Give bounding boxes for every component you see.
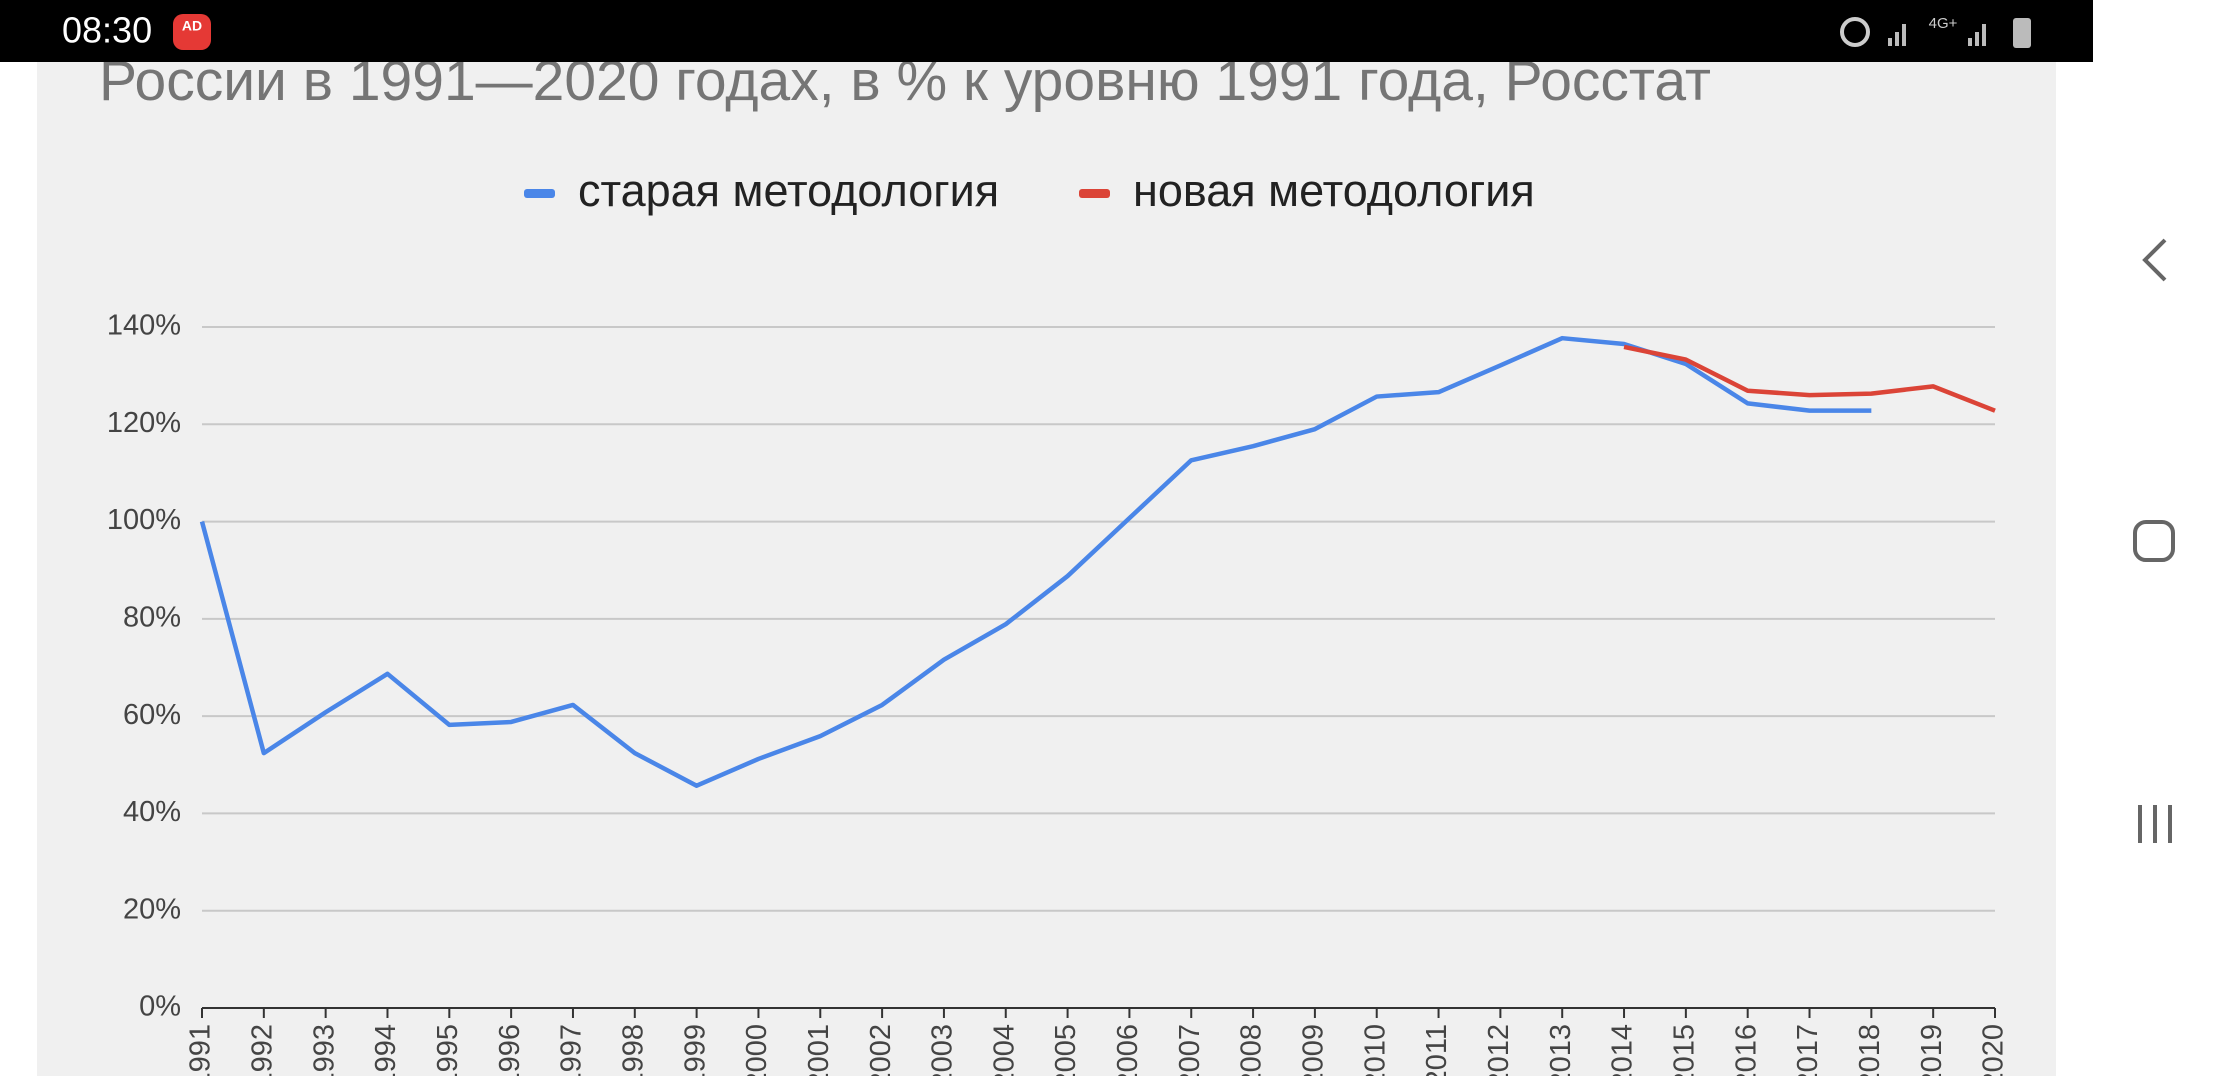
y-tick-label: 120% xyxy=(107,407,181,439)
clock: 08:30 xyxy=(62,10,152,51)
alarm-icon xyxy=(1840,17,1870,47)
chart: России в 1991—2020 годах, в % к уровню 1… xyxy=(99,49,2010,1080)
x-tick-label: 2005 xyxy=(1050,1024,1082,1080)
x-tick-label: 2019 xyxy=(1916,1024,1948,1080)
legend-label: старая методология xyxy=(578,165,999,216)
x-tick-label: 2018 xyxy=(1854,1024,1886,1080)
x-tick-label: 2008 xyxy=(1236,1024,1268,1080)
x-tick-label: 2010 xyxy=(1359,1024,1391,1080)
series-line xyxy=(199,335,1872,788)
x-tick-label: 2001 xyxy=(803,1024,835,1080)
x-tick-label: 2002 xyxy=(865,1024,897,1080)
x-tick-label: 2016 xyxy=(1730,1024,1762,1080)
y-tick-label: 20% xyxy=(123,893,181,925)
y-tick-label: 60% xyxy=(123,699,181,731)
battery-icon xyxy=(2013,18,2031,48)
x-tick-label: 2004 xyxy=(988,1024,1020,1080)
x-tick-label: 1992 xyxy=(246,1024,278,1080)
x-tick-label: 2012 xyxy=(1483,1024,1515,1080)
legend-swatch xyxy=(524,189,555,198)
x-tick-label: 2003 xyxy=(927,1024,959,1080)
back-button[interactable] xyxy=(2142,238,2167,282)
chart-card xyxy=(37,62,2056,1076)
status-bar xyxy=(0,0,2093,62)
x-tick-label: 1999 xyxy=(679,1024,711,1080)
x-tick-label: 2007 xyxy=(1174,1024,1206,1080)
x-tick-label: 1996 xyxy=(494,1024,526,1080)
ad-blocker-icon xyxy=(173,14,211,50)
x-tick-label: 2000 xyxy=(741,1024,773,1080)
x-tick-label: 1997 xyxy=(556,1024,588,1080)
x-tick-label: 2006 xyxy=(1112,1024,1144,1080)
signal-icon xyxy=(1888,24,1906,46)
x-tick-label: 1991 xyxy=(185,1024,217,1080)
x-tick-label: 1994 xyxy=(370,1024,402,1080)
x-tick-label: 2015 xyxy=(1669,1024,1701,1080)
y-tick-label: 100% xyxy=(107,504,181,536)
x-tick-label: 2009 xyxy=(1298,1024,1330,1080)
x-tick-label: 1998 xyxy=(617,1024,649,1080)
series-line xyxy=(1623,344,1996,413)
y-tick-label: 0% xyxy=(139,991,181,1023)
chart-title: России в 1991—2020 годах, в % к уровню 1… xyxy=(99,49,1711,113)
legend-label: новая методология xyxy=(1133,165,1535,216)
legend-swatch xyxy=(1079,189,1110,198)
x-tick-label: 2017 xyxy=(1792,1024,1824,1080)
x-tick-label: 2011 xyxy=(1421,1024,1453,1080)
y-tick-label: 40% xyxy=(123,796,181,828)
x-tick-label: 2014 xyxy=(1607,1024,1639,1080)
x-tick-label: 1993 xyxy=(308,1024,340,1080)
ad-badge: AD xyxy=(182,18,202,34)
y-tick-label: 140% xyxy=(107,310,181,342)
home-button[interactable] xyxy=(2133,520,2175,562)
x-tick-label: 1995 xyxy=(432,1024,464,1080)
x-tick-label: 2013 xyxy=(1545,1024,1577,1080)
y-tick-label: 80% xyxy=(123,602,181,634)
recents-button[interactable] xyxy=(2138,805,2172,843)
network-type: 4G+ xyxy=(1929,15,1958,32)
signal-icon xyxy=(1968,24,1986,46)
x-tick-label: 2020 xyxy=(1978,1024,2010,1080)
